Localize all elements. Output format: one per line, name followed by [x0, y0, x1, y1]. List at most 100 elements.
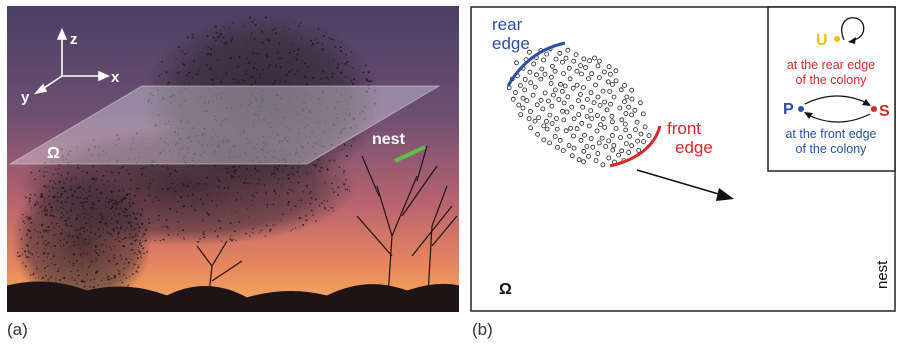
colony-dot: [544, 126, 550, 132]
bird-speck: [297, 48, 300, 51]
bird-speck: [51, 263, 53, 265]
bird-speck: [133, 252, 136, 254]
schematic-panel: rear edge front edge Ω nest U at the rea…: [470, 6, 896, 312]
bird-speck: [57, 209, 59, 212]
rear-edge-arc: [506, 41, 566, 87]
bird-speck: [123, 274, 125, 276]
bird-speck: [108, 200, 111, 203]
bird-speck: [180, 120, 183, 122]
bird-speck: [319, 120, 321, 123]
bird-speck: [136, 271, 139, 273]
colony-dot: [606, 138, 612, 144]
bird-speck: [288, 128, 291, 131]
bird-speck: [266, 141, 269, 144]
colony-dot: [532, 84, 538, 90]
colony-dot: [573, 52, 579, 57]
bird-speck: [76, 163, 79, 166]
bird-speck: [214, 25, 217, 28]
bird-speck: [110, 171, 114, 174]
bird-speck: [22, 262, 24, 264]
bird-speck: [141, 235, 144, 238]
bird-speck: [253, 122, 256, 124]
bird-speck: [57, 187, 59, 190]
colony-dot: [611, 94, 617, 100]
bird-speck: [261, 99, 263, 102]
bird-speck: [120, 167, 122, 169]
bird-speck: [227, 148, 229, 150]
bird-speck: [206, 211, 208, 213]
bird-speck: [186, 147, 189, 150]
colony-dot: [609, 119, 615, 125]
bird-speck: [219, 227, 222, 230]
bird-speck: [154, 125, 157, 127]
bird-speck: [287, 85, 290, 87]
bird-speck: [249, 182, 251, 185]
bird-speck: [144, 175, 147, 177]
bird-speck: [311, 43, 314, 46]
bird-speck: [229, 149, 232, 152]
bird-speck: [122, 197, 124, 200]
bird-speck: [179, 71, 181, 73]
bird-speck: [115, 226, 118, 229]
bird-speck: [114, 264, 117, 266]
bird-speck: [326, 82, 328, 84]
bird-speck: [314, 198, 317, 201]
bird-speck: [247, 110, 249, 112]
bird-speck: [285, 126, 288, 129]
bird-speck: [255, 99, 257, 101]
bird-speck: [154, 239, 156, 242]
bird-speck: [293, 191, 295, 193]
bird-speck: [40, 193, 42, 195]
bird-speck: [60, 211, 63, 214]
bird-speck: [271, 172, 273, 175]
bird-speck: [99, 221, 102, 224]
colony-dot: [531, 61, 537, 67]
bird-speck: [340, 71, 343, 74]
bird-speck: [45, 166, 47, 168]
bird-speck: [351, 83, 354, 85]
bird-speck: [168, 175, 170, 177]
bird-speck: [218, 33, 221, 36]
bird-speck: [53, 234, 56, 236]
bird-speck: [25, 216, 28, 218]
bird-speck: [173, 188, 175, 190]
bird-speck: [343, 143, 346, 146]
bird-speck: [258, 93, 260, 95]
bird-speck: [102, 228, 104, 230]
bird-speck: [175, 211, 178, 213]
bird-speck: [217, 136, 219, 138]
bird-speck: [48, 190, 51, 192]
bird-speck: [92, 203, 95, 206]
colony-dot: [616, 152, 622, 158]
bird-speck: [333, 156, 335, 158]
bird-speck: [65, 158, 68, 161]
bird-speck: [49, 180, 52, 182]
bird-speck: [196, 139, 199, 142]
bird-speck: [86, 273, 89, 276]
bird-speck: [274, 166, 277, 168]
bird-speck: [51, 222, 53, 224]
bird-speck: [64, 201, 67, 203]
bird-speck: [59, 207, 62, 209]
bird-speck: [171, 182, 174, 185]
bird-speck: [165, 175, 167, 177]
bird-speck: [294, 153, 296, 155]
bird-speck: [194, 208, 197, 211]
bird-speck: [300, 37, 303, 39]
bird-speck: [232, 148, 234, 150]
p-to-s-arrowhead: [862, 99, 871, 106]
bird-speck: [109, 232, 112, 235]
bird-speck: [350, 95, 353, 98]
bird-speck: [323, 199, 325, 202]
bird-speck: [24, 265, 27, 268]
bird-speck: [186, 62, 188, 64]
bird-speck: [137, 250, 141, 253]
bird-speck: [132, 267, 134, 269]
bird-speck: [57, 268, 60, 270]
bird-speck: [291, 166, 294, 170]
colony-dot: [589, 116, 595, 121]
bird-speck: [335, 175, 337, 177]
colony-dot: [629, 87, 635, 93]
bird-speck: [315, 37, 318, 40]
bird-speck: [340, 41, 342, 44]
